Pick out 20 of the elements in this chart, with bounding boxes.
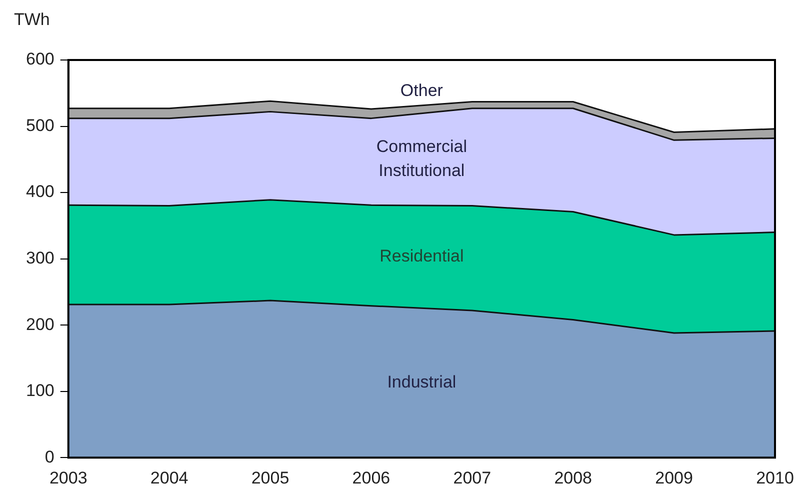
x-tick-label: 2003 (49, 468, 88, 488)
y-tick-label: 500 (26, 116, 54, 135)
series-label: Industrial (387, 372, 456, 392)
y-tick-label: 600 (26, 50, 54, 69)
x-tick-label: 2004 (150, 468, 188, 488)
x-tick-label: 2008 (554, 468, 592, 488)
y-tick-label: 100 (26, 381, 54, 400)
x-tick-label: 2010 (756, 468, 794, 488)
series-label: Other (400, 81, 444, 100)
series-label: Commercial Institutional (376, 137, 468, 180)
x-tick-label: 2006 (352, 468, 390, 488)
x-tick-label: 2005 (251, 468, 290, 488)
y-axis-title: TWh (14, 10, 50, 30)
y-tick-label: 300 (26, 248, 54, 268)
y-tick-label: 400 (26, 182, 54, 202)
x-tick-label: 2009 (655, 468, 693, 488)
y-tick-label: 0 (44, 447, 54, 466)
x-tick-label: 2007 (453, 468, 492, 488)
y-tick-label: 200 (26, 314, 54, 334)
series-label: Residential (380, 246, 464, 266)
